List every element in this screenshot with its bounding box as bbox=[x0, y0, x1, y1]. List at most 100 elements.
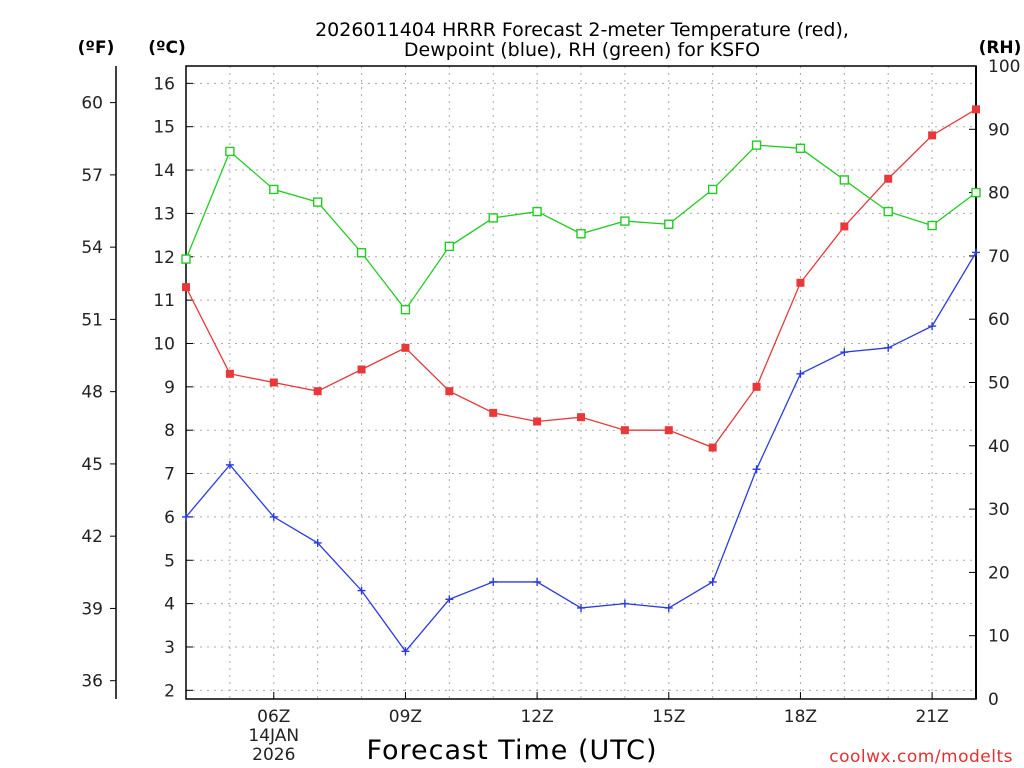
chart-title-line2: Dewpoint (blue), RH (green) for KSFO bbox=[404, 39, 760, 61]
temperature-point bbox=[972, 105, 980, 114]
temperature-point bbox=[269, 378, 278, 387]
grid bbox=[186, 66, 976, 699]
rh-point bbox=[839, 175, 850, 185]
fahrenheit-tick-label: 51 bbox=[81, 310, 103, 330]
rh-point bbox=[269, 184, 279, 195]
rh-tick-label: 50 bbox=[988, 374, 1010, 394]
celsius-tick-label: 9 bbox=[164, 378, 175, 398]
rh-point bbox=[620, 216, 630, 226]
dewpoint-point bbox=[840, 348, 849, 357]
dewpoint-point bbox=[620, 599, 629, 608]
fahrenheit-tick-label: 39 bbox=[81, 599, 103, 619]
celsius-tick-label: 4 bbox=[164, 595, 175, 615]
rh-point bbox=[444, 241, 455, 252]
celsius-tick-label: 15 bbox=[153, 118, 175, 138]
rh-tick-label: 30 bbox=[988, 500, 1010, 520]
celsius-tick-label: 14 bbox=[153, 161, 175, 181]
rh-point bbox=[532, 206, 542, 217]
temperature-point bbox=[796, 278, 805, 287]
rh-point bbox=[707, 184, 718, 195]
dewpoint-point bbox=[401, 647, 410, 656]
dewpoint-point bbox=[752, 465, 761, 474]
dewpoint-point bbox=[664, 603, 673, 612]
dewpoint-point bbox=[533, 577, 542, 586]
rh-point bbox=[971, 187, 981, 198]
dewpoint-point bbox=[445, 595, 454, 604]
x-axis-label: Forecast Time (UTC) bbox=[366, 735, 657, 766]
celsius-tick-label: 12 bbox=[153, 248, 175, 268]
fahrenheit-tick-label: 57 bbox=[81, 166, 103, 186]
celsius-tick-label: 10 bbox=[153, 334, 175, 354]
temperature-point bbox=[928, 131, 937, 140]
x-tick-label: 06Z bbox=[257, 707, 290, 727]
fahrenheit-tick-label: 60 bbox=[81, 94, 103, 114]
x-tick-label: 09Z bbox=[389, 707, 422, 727]
temperature-point bbox=[182, 283, 190, 292]
celsius-tick-label: 6 bbox=[164, 508, 175, 528]
fahrenheit-unit-label: (ºF) bbox=[78, 38, 115, 58]
celsius-tick-label: 2 bbox=[164, 681, 175, 701]
dewpoint-point bbox=[884, 343, 893, 352]
rh-tick-label: 0 bbox=[988, 690, 999, 710]
temperature-point bbox=[620, 426, 629, 435]
fahrenheit-tick-label: 36 bbox=[81, 672, 103, 692]
rh-tick-label: 90 bbox=[988, 120, 1010, 140]
rh-point bbox=[576, 229, 586, 239]
dewpoint-point bbox=[928, 322, 937, 331]
rh-tick-label: 10 bbox=[988, 627, 1010, 647]
dewpoint-point bbox=[313, 538, 322, 547]
dewpoint-point bbox=[225, 460, 234, 469]
fahrenheit-tick-label: 54 bbox=[81, 238, 103, 258]
rh-point bbox=[356, 248, 367, 258]
rh-tick-label: 40 bbox=[988, 437, 1010, 457]
celsius-tick-label: 11 bbox=[153, 291, 175, 311]
rh-tick-label: 70 bbox=[988, 247, 1010, 267]
x-tick-label: 12Z bbox=[520, 707, 553, 727]
dewpoint-point bbox=[577, 603, 585, 612]
rh-point bbox=[927, 220, 937, 231]
temperature-point bbox=[840, 222, 849, 231]
dewpoint-point bbox=[972, 248, 980, 257]
temperature-point bbox=[401, 343, 410, 352]
temperature-point bbox=[533, 417, 542, 426]
axes bbox=[110, 65, 977, 700]
dewpoint-point bbox=[269, 512, 278, 521]
fahrenheit-tick-label: 48 bbox=[81, 383, 103, 403]
celsius-tick-label: 7 bbox=[164, 465, 175, 485]
temperature-point bbox=[664, 426, 673, 435]
celsius-tick-label: 13 bbox=[153, 204, 175, 224]
rh-point bbox=[795, 143, 806, 153]
celsius-tick-label: 8 bbox=[164, 421, 175, 441]
tick-labels: 2345678910111213141516363942454851545760… bbox=[81, 57, 1020, 765]
dewpoint-point bbox=[489, 577, 498, 586]
x-tick-label: 15Z bbox=[652, 707, 685, 727]
temperature-point bbox=[577, 413, 585, 422]
temperature-point bbox=[445, 387, 454, 396]
fahrenheit-tick-label: 42 bbox=[81, 527, 103, 547]
fahrenheit-tick-label: 45 bbox=[81, 455, 103, 475]
rh-point bbox=[400, 305, 411, 315]
rh-point bbox=[181, 254, 191, 264]
dewpoint-point bbox=[357, 586, 366, 595]
x-year-label: 2026 bbox=[252, 745, 295, 765]
rh-point bbox=[312, 197, 323, 207]
celsius-tick-label: 5 bbox=[164, 551, 175, 571]
rh-point bbox=[488, 213, 498, 223]
celsius-unit-label: (ºC) bbox=[148, 38, 186, 58]
rh-point bbox=[883, 206, 893, 217]
dewpoint-point bbox=[708, 577, 717, 586]
rh-point bbox=[664, 219, 674, 229]
temperature-point bbox=[225, 369, 234, 378]
series bbox=[181, 105, 981, 656]
x-tick-label: 21Z bbox=[915, 707, 948, 727]
dewpoint-point bbox=[796, 369, 805, 378]
temperature-point bbox=[752, 382, 761, 391]
rh-point bbox=[225, 146, 235, 157]
temperature-point bbox=[708, 443, 717, 452]
x-tick-label: 18Z bbox=[784, 707, 817, 727]
temperature-point bbox=[313, 387, 322, 396]
x-date-label: 14JAN bbox=[248, 726, 299, 746]
credit-text: coolwx.com/modelts bbox=[829, 747, 1013, 767]
celsius-tick-label: 16 bbox=[153, 74, 175, 94]
